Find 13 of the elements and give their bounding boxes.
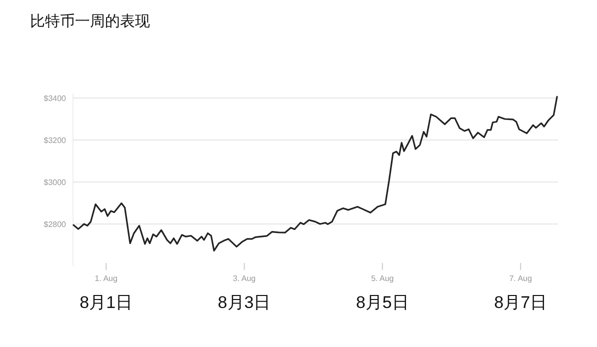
x-tick-label: 3. Aug bbox=[232, 274, 256, 283]
x-tick-label: 7. Aug bbox=[509, 274, 532, 283]
y-tick-label: $3000 bbox=[44, 178, 67, 187]
y-tick-label: $3400 bbox=[44, 94, 67, 103]
y-tick-label: $2800 bbox=[44, 220, 67, 229]
chart-title: 比特币一周的表现 bbox=[30, 13, 150, 30]
y-tick-label: $3200 bbox=[44, 136, 67, 145]
text: 8月5日 bbox=[356, 293, 409, 312]
text: 8月1日 bbox=[80, 293, 133, 312]
x-tick-label: 5. Aug bbox=[371, 274, 394, 283]
x-tick-label: 1. Aug bbox=[94, 274, 118, 283]
text: 8月3日 bbox=[218, 293, 271, 312]
text: 8月7日 bbox=[494, 293, 548, 312]
